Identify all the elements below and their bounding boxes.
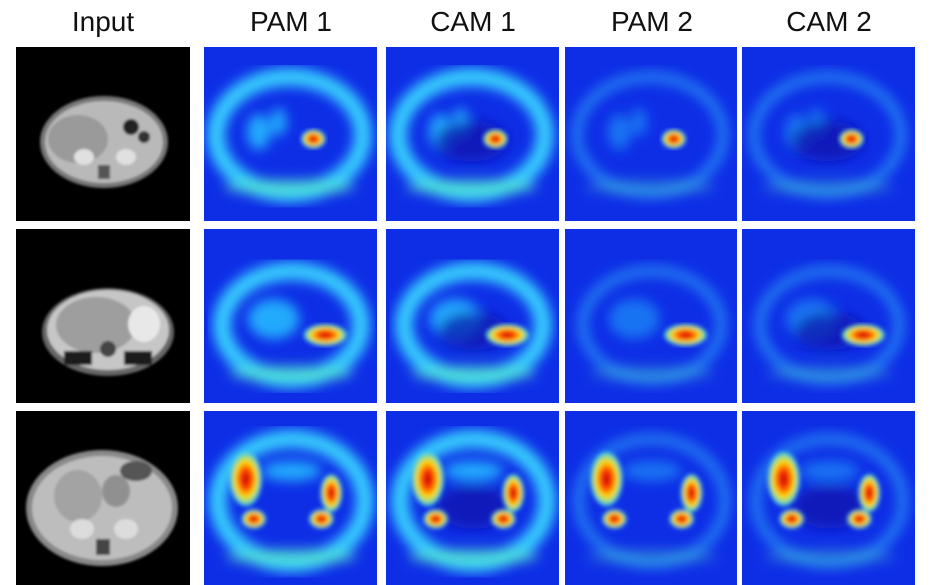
cam2-heatmap-row1 xyxy=(742,47,915,221)
heatmap-image xyxy=(386,47,559,221)
pam2-heatmap-row2 xyxy=(565,229,737,403)
cam1-heatmap-row1 xyxy=(386,47,559,221)
heatmap-image xyxy=(742,47,915,221)
heatmap-image xyxy=(204,47,377,221)
column-header-input: Input xyxy=(71,6,135,37)
heatmap-image xyxy=(386,411,559,585)
pam2-heatmap-row1 xyxy=(565,47,737,221)
pam2-heatmap-row3 xyxy=(565,411,737,585)
column-header-pam1: PAM 1 xyxy=(250,6,332,37)
cam1-heatmap-row2 xyxy=(386,229,559,403)
heatmap-image xyxy=(386,229,559,403)
pam1-heatmap-row2 xyxy=(204,229,377,403)
heatmap-image xyxy=(565,229,737,403)
column-header-pam2: PAM 2 xyxy=(611,6,693,37)
heatmap-image xyxy=(565,47,737,221)
heatmap-image xyxy=(204,229,377,403)
cam1-heatmap-row3 xyxy=(386,411,559,585)
heatmap-image xyxy=(742,229,915,403)
mri-image xyxy=(16,229,190,403)
cam2-heatmap-row2 xyxy=(742,229,915,403)
mri-image xyxy=(16,411,190,585)
heatmap-image xyxy=(204,411,377,585)
mri-abdomen-slice-2 xyxy=(16,229,190,403)
column-header-cam1: CAM 1 xyxy=(430,6,516,37)
mri-abdomen-slice-3 xyxy=(16,411,190,585)
cam2-heatmap-row3 xyxy=(742,411,915,585)
heatmap-image xyxy=(565,411,737,585)
pam1-heatmap-row3 xyxy=(204,411,377,585)
column-header-cam2: CAM 2 xyxy=(786,6,872,37)
heatmap-image xyxy=(742,411,915,585)
mri-image xyxy=(16,47,190,221)
pam1-heatmap-row1 xyxy=(204,47,377,221)
mri-abdomen-slice-1 xyxy=(16,47,190,221)
